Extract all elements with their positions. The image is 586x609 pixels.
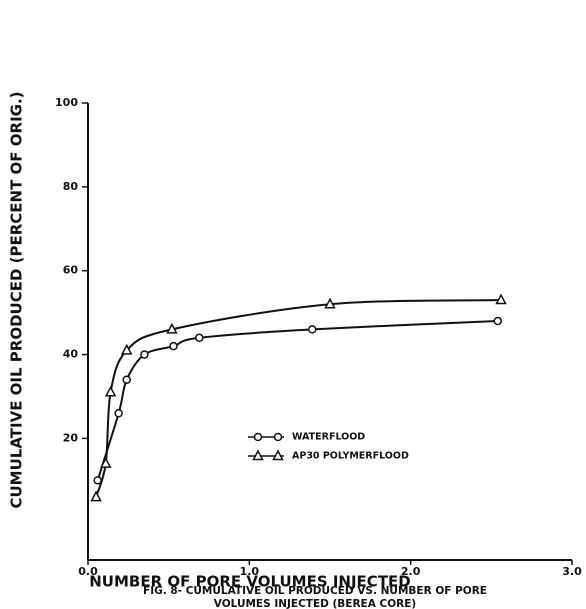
caption: FIG. 8- CUMULATIVE OIL PRODUCED VS. NUMB…	[143, 585, 487, 597]
x-axis-label: NUMBER OF PORE VOLUMES INJECTED	[89, 573, 411, 591]
marker	[195, 333, 204, 343]
marker	[495, 293, 507, 305]
marker	[169, 341, 178, 351]
x-tick-label: 0.0	[78, 565, 98, 578]
legend-label: WATERFLOOD	[292, 432, 365, 443]
line	[95, 299, 502, 498]
marker	[493, 316, 503, 326]
legend-marker	[272, 449, 284, 461]
y-tick-label: 100	[55, 96, 78, 109]
marker	[308, 325, 317, 334]
marker	[90, 490, 102, 502]
y-tick-label: 80	[63, 180, 79, 193]
x-tick-label: 1.0	[240, 565, 260, 578]
marker	[324, 297, 336, 309]
marker	[122, 375, 131, 384]
marker	[104, 385, 117, 397]
legend-marker	[273, 432, 283, 442]
marker	[140, 350, 149, 359]
y-axis-label: CUMULATIVE OIL PRODUCED (PERCENT OF ORIG…	[8, 91, 26, 508]
marker	[114, 409, 123, 418]
y-tick-label: 60	[63, 264, 79, 277]
y-tick-label: 20	[63, 431, 79, 444]
marker	[100, 456, 112, 468]
legend-marker	[252, 449, 264, 461]
y-tick-label: 40	[63, 348, 79, 361]
marker	[166, 322, 178, 334]
caption: VOLUMES INJECTED (BEREA CORE)	[214, 598, 416, 609]
x-tick-label: 2.0	[401, 565, 421, 578]
legend-label: AP30 POLYMERFLOOD	[292, 451, 409, 462]
x-tick-label: 3.0	[562, 565, 582, 578]
legend-marker	[253, 432, 263, 442]
marker	[93, 476, 102, 485]
marker	[120, 343, 133, 355]
